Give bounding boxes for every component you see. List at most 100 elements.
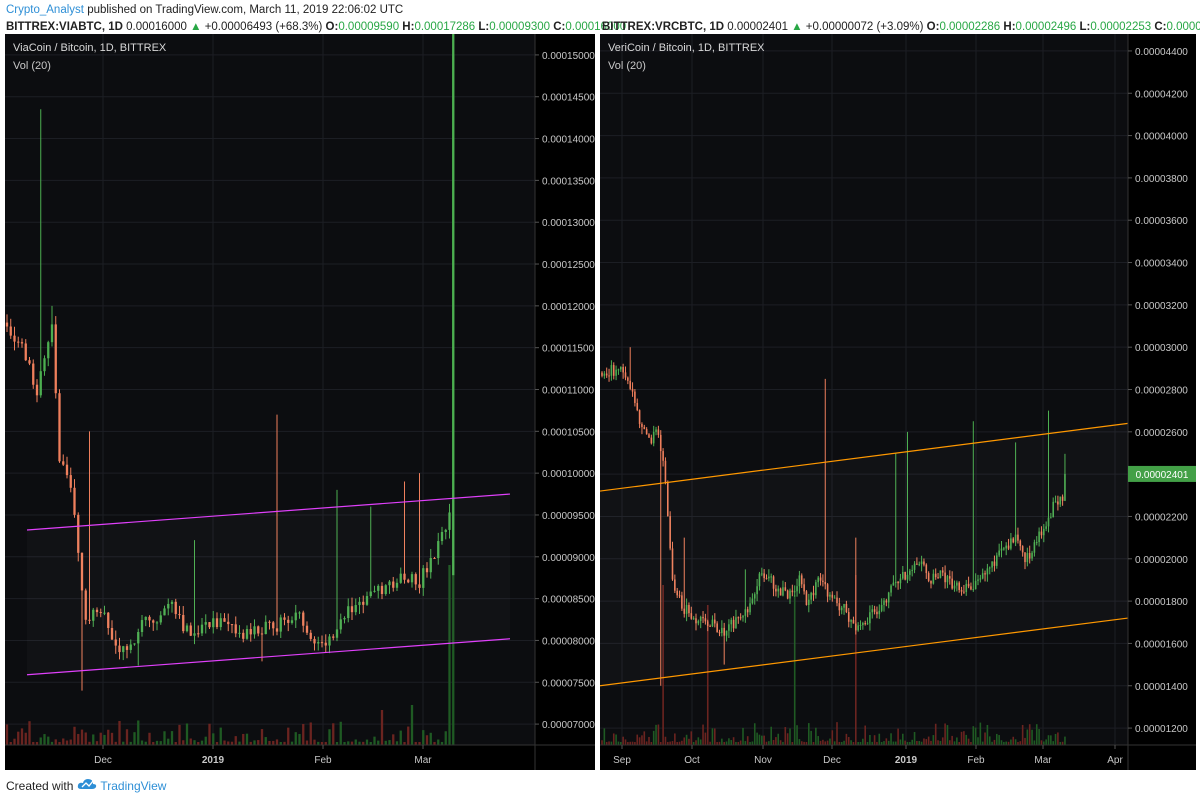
volume-bar	[791, 741, 794, 745]
volume-bar	[676, 741, 678, 745]
volume-bar	[223, 740, 226, 745]
volume-bar	[880, 741, 883, 745]
y-tick-label: 0.00008000	[542, 636, 595, 647]
volume-bar	[39, 737, 42, 745]
publisher-line: Crypto_Analyst published on TradingView.…	[6, 4, 403, 16]
candle-body	[313, 638, 316, 644]
candle-body	[850, 619, 852, 622]
volume-bar	[1057, 732, 1059, 745]
candle-body	[808, 599, 810, 605]
candle-body	[1035, 542, 1038, 544]
volume-bar	[878, 733, 881, 745]
volume-bar	[974, 727, 977, 745]
candle-body	[765, 578, 768, 580]
candle-body	[934, 573, 937, 578]
candle-body	[433, 557, 436, 559]
volume-bar	[1010, 739, 1012, 745]
volume-bar	[728, 738, 730, 745]
volume-bar	[1040, 740, 1043, 745]
tradingview-link[interactable]: TradingView	[100, 778, 167, 793]
candle-body	[761, 573, 763, 575]
candle-body	[880, 604, 883, 611]
left-chart-panel[interactable]: 0.00015000 0.00014500 0.00014000 0.00013500…	[5, 34, 595, 770]
candle-body	[958, 582, 960, 590]
candle-body	[739, 617, 742, 619]
candle-body	[638, 410, 641, 424]
left-change: +0.00006493 (+68.3%)	[204, 21, 323, 33]
candle-body	[758, 573, 761, 587]
volume-bar	[95, 741, 99, 745]
volume-bar	[13, 738, 16, 745]
volume-bar	[114, 741, 117, 745]
volume-bar	[960, 731, 963, 745]
candle-body	[272, 622, 275, 629]
candle-body	[956, 582, 958, 586]
volume-bar	[857, 742, 859, 745]
candle-body	[815, 582, 817, 596]
volume-bar	[648, 736, 650, 745]
candle-body	[655, 429, 657, 432]
candle-body	[824, 581, 827, 585]
volume-bar	[309, 722, 312, 745]
volume-bar	[796, 725, 798, 745]
volume-bar	[758, 734, 761, 745]
volume-bar	[650, 741, 653, 745]
volume-bar	[418, 741, 421, 745]
volume-bar	[817, 736, 819, 745]
volume-bar	[749, 741, 751, 745]
candle-body	[268, 621, 271, 623]
candle-body	[629, 380, 631, 389]
volume-bar	[1024, 737, 1026, 745]
volume-bar	[414, 741, 417, 745]
y-tick-label: 0.00009000	[542, 553, 595, 564]
volume-bar	[902, 733, 904, 745]
candle-body	[735, 617, 737, 629]
candle-body	[347, 606, 350, 619]
volume-bar	[824, 741, 827, 745]
volume-bar	[671, 741, 674, 745]
candle-body	[407, 579, 410, 583]
y-tick-label: 0.00002200	[1135, 512, 1188, 523]
candle-body	[786, 590, 789, 599]
candle-body	[864, 623, 866, 625]
candle-body	[810, 592, 812, 600]
candle-body	[932, 573, 935, 584]
volume-bar	[290, 741, 294, 745]
candle-body	[257, 626, 260, 634]
volume-bar	[984, 732, 986, 745]
candle-body	[242, 632, 245, 639]
candle-body	[862, 623, 864, 626]
candle-body	[965, 583, 968, 592]
author-link[interactable]: Crypto_Analyst	[6, 4, 84, 16]
volume-bar	[1031, 729, 1033, 745]
volume-bar	[159, 741, 162, 745]
candle-body	[129, 644, 132, 650]
volume-bar	[384, 740, 387, 745]
volume-bar	[664, 736, 667, 745]
candle-body	[843, 604, 845, 608]
volume-bar	[110, 732, 114, 745]
candle-body	[716, 623, 718, 633]
volume-bar	[58, 742, 61, 745]
candle-body	[50, 324, 54, 343]
volume-bar	[32, 741, 35, 745]
volume-bar	[170, 731, 174, 745]
candle-body	[5, 322, 9, 327]
volume-bar	[1019, 741, 1022, 745]
volume-bar	[208, 723, 211, 745]
volume-bar	[122, 741, 125, 745]
publish-info: published on TradingView.com, March 11, …	[87, 4, 404, 16]
right-chart-svg: 0.00004400 0.00004200 0.00004000 0.00003800…	[599, 34, 1196, 770]
candle-body	[1052, 501, 1054, 518]
right-chart-panel[interactable]: 0.00004400 0.00004200 0.00004000 0.00003800…	[599, 34, 1196, 770]
candle-body	[373, 590, 376, 592]
candle-body	[645, 429, 648, 435]
volume-bar	[347, 741, 350, 745]
volume-bar	[1059, 741, 1062, 745]
volume-bar	[923, 738, 925, 745]
volume-bar	[697, 737, 700, 745]
volume-bar	[155, 740, 159, 745]
y-tick-label: 0.00011000	[542, 386, 595, 397]
volume-bar	[862, 738, 864, 745]
candle-body	[756, 586, 758, 595]
